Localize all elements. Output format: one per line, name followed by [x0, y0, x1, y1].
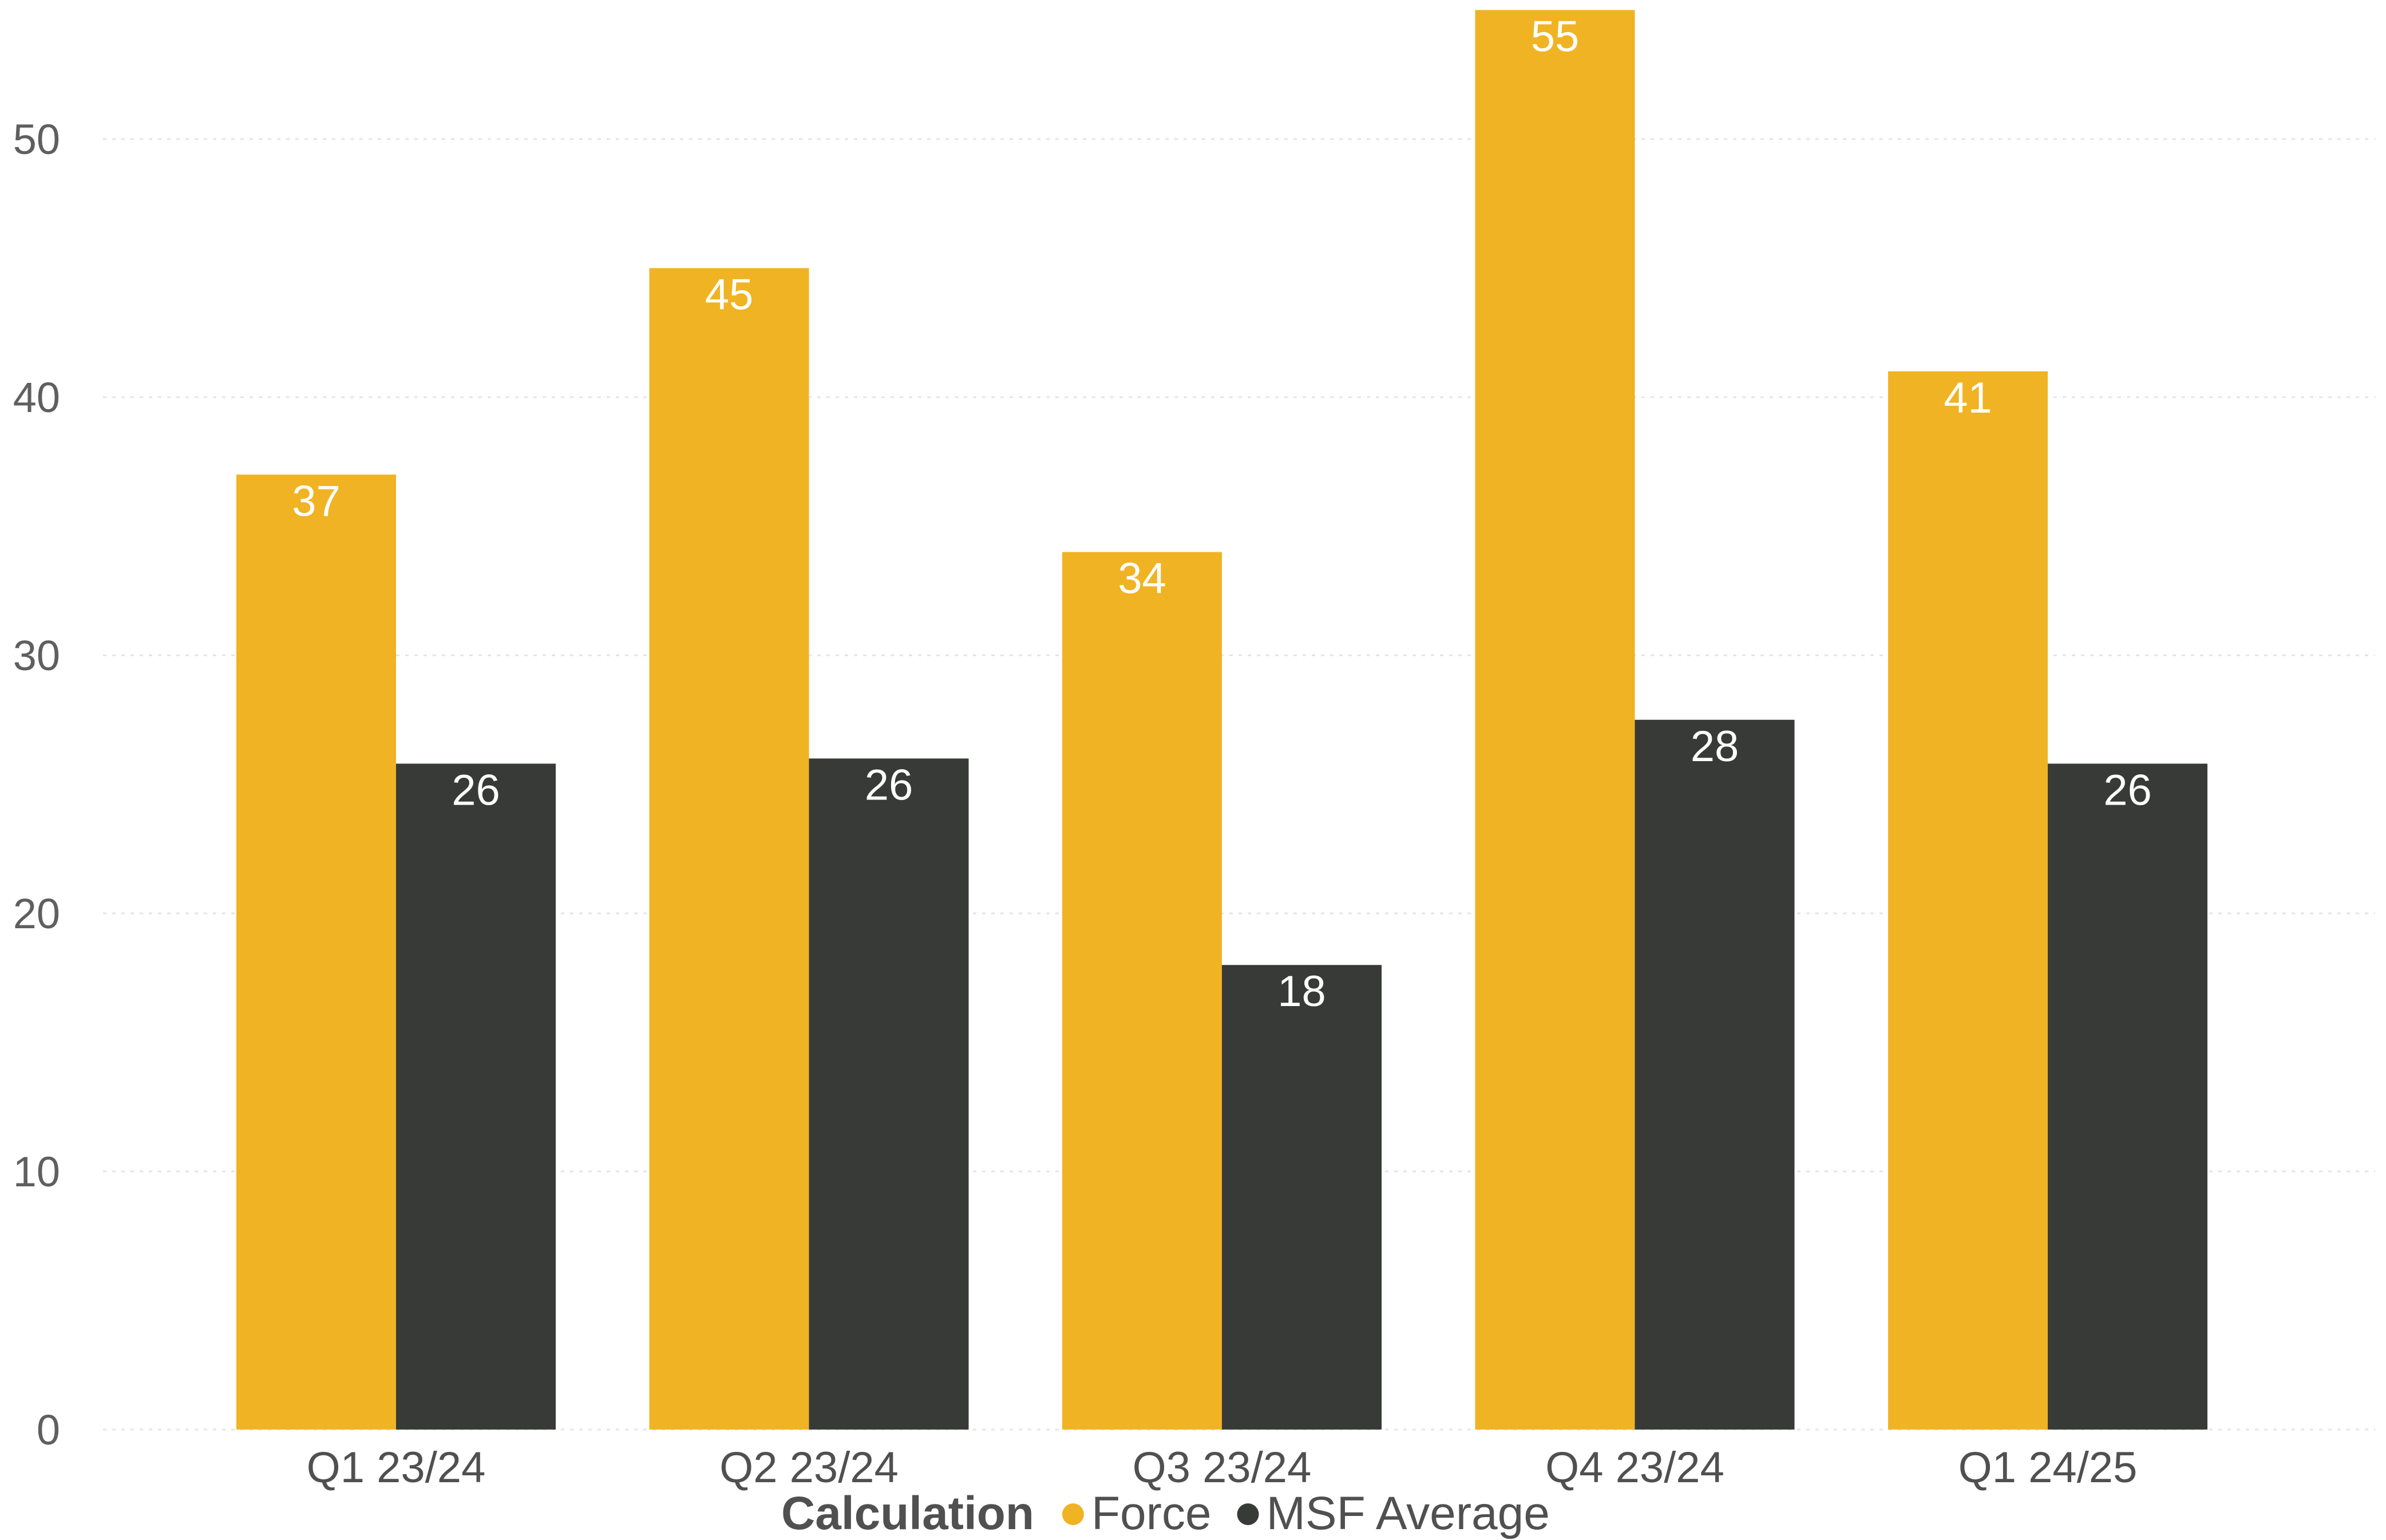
data-label: 55 [1531, 13, 1580, 61]
y-tick-label: 0 [37, 1406, 60, 1454]
bar [1062, 552, 1222, 1430]
y-tick-label: 10 [13, 1148, 60, 1195]
data-label: 28 [1691, 722, 1739, 771]
bar [1888, 371, 2048, 1430]
legend-marker [1237, 1503, 1259, 1525]
bar [1222, 965, 1382, 1430]
bar [2048, 763, 2207, 1430]
bar [236, 474, 396, 1430]
legend-marker [1062, 1503, 1084, 1525]
y-tick-label: 20 [13, 890, 60, 937]
x-tick-label: Q1 23/24 [307, 1443, 486, 1492]
legend-title: Calculation [781, 1487, 1034, 1539]
bar [1635, 719, 1795, 1430]
x-tick-label: Q4 23/24 [1545, 1443, 1724, 1492]
data-labels: 37 26 45 26 34 18 55 28 41 26 [292, 13, 2152, 1016]
x-tick-label: Q1 24/25 [1958, 1443, 2138, 1492]
x-tick-label: Q2 23/24 [719, 1443, 899, 1492]
y-tick-label: 50 [13, 116, 60, 163]
y-tick-label: 40 [13, 374, 60, 421]
bars [236, 10, 2207, 1430]
y-tick-label: 30 [13, 632, 60, 679]
x-tick-label: Q3 23/24 [1133, 1443, 1312, 1492]
legend-label: MSF Average [1267, 1487, 1550, 1539]
data-label: 37 [292, 477, 341, 525]
bar [396, 763, 556, 1430]
legend-label: Force [1091, 1487, 1212, 1539]
bar [809, 758, 969, 1430]
data-label: 26 [865, 761, 913, 809]
data-label: 26 [452, 766, 500, 814]
data-label: 45 [705, 271, 754, 319]
data-label: 41 [1944, 374, 1992, 422]
legend: Calculation Force MSF Average [781, 1487, 1550, 1539]
data-label: 26 [2103, 766, 2152, 814]
bar [649, 268, 809, 1430]
y-axis: 0 10 20 30 40 50 [13, 116, 60, 1454]
data-label: 34 [1118, 555, 1166, 603]
bar [1475, 10, 1635, 1430]
x-axis: Q1 23/24 Q2 23/24 Q3 23/24 Q4 23/24 Q1 24/25 [307, 1443, 2138, 1492]
data-label: 18 [1277, 967, 1326, 1016]
